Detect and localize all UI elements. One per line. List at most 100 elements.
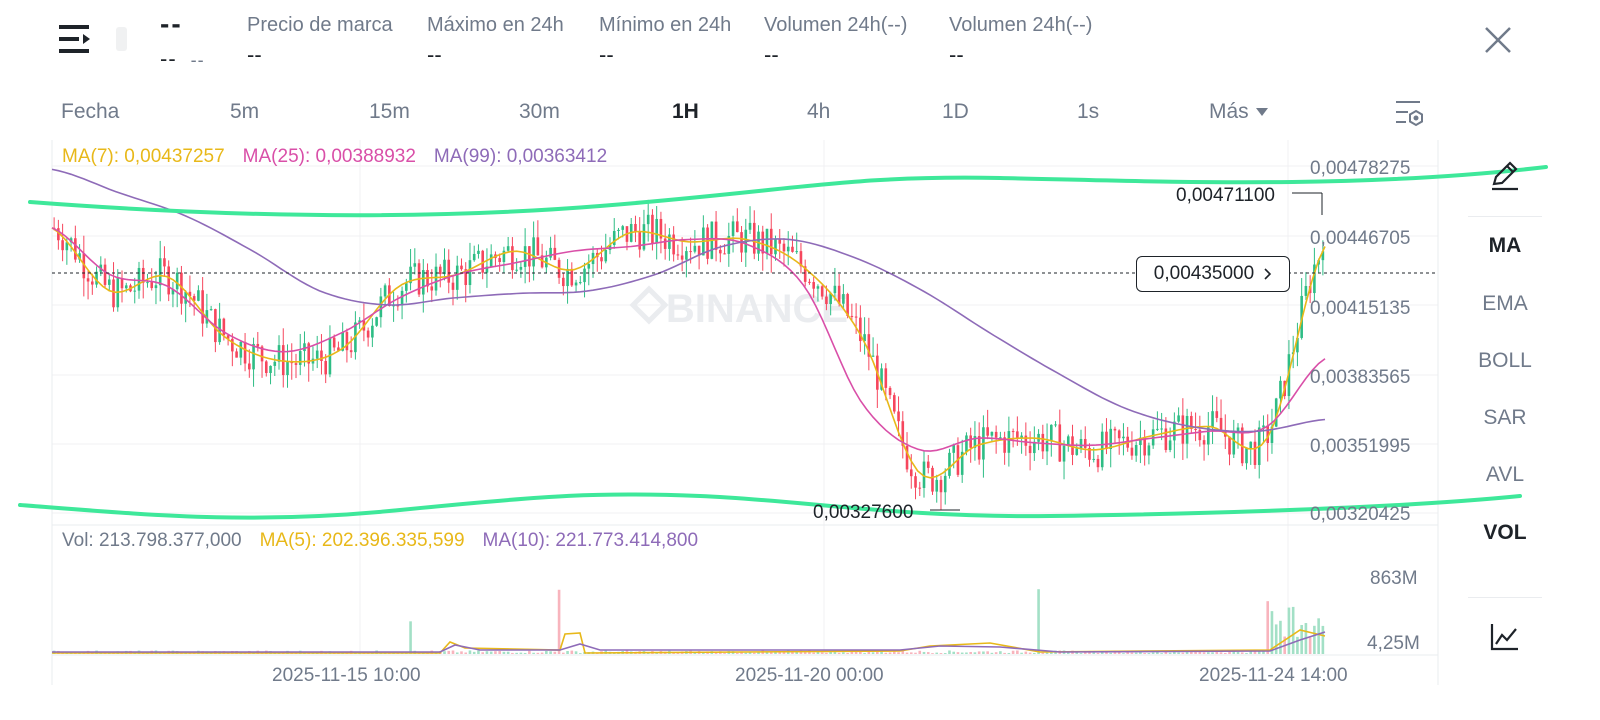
candle-body	[685, 251, 688, 260]
candle-body	[383, 285, 387, 297]
candle-body	[774, 239, 777, 255]
indicator-ma[interactable]: MA	[1488, 234, 1522, 257]
volume-bar	[570, 650, 574, 654]
candle-body	[1207, 427, 1210, 445]
volume-bar	[1321, 625, 1325, 654]
candle-body	[863, 334, 866, 342]
volume-bar	[1215, 651, 1219, 654]
candle-body	[1105, 431, 1108, 450]
candle-body	[1313, 264, 1316, 294]
price-axis-label: 0,00415135	[1310, 298, 1410, 319]
volume-bar	[931, 653, 934, 654]
close-icon	[1485, 27, 1511, 53]
indicator-boll[interactable]: BOLL	[1478, 349, 1532, 372]
tab-5m[interactable]: 5m	[230, 100, 260, 123]
tab-1s[interactable]: 1s	[1077, 100, 1100, 123]
candle-body	[315, 350, 319, 359]
volume-bar	[803, 651, 807, 654]
volume-bar	[477, 650, 480, 654]
indicator-sar[interactable]: SAR	[1483, 406, 1527, 429]
candle-body	[825, 296, 828, 305]
candle-body	[617, 229, 620, 232]
indicator-avl[interactable]: AVL	[1485, 463, 1525, 486]
candle-body	[133, 290, 137, 292]
candle-body	[82, 253, 86, 279]
candle-body	[1011, 431, 1015, 433]
candle-body	[124, 285, 128, 289]
divider	[1468, 216, 1542, 217]
candle-body	[782, 243, 786, 252]
volume-bar	[812, 652, 815, 654]
volume-bar	[982, 651, 985, 654]
volume-bar	[748, 652, 752, 654]
tab-fecha[interactable]: Fecha	[61, 100, 120, 123]
tab-4h[interactable]: 4h	[807, 100, 831, 123]
close-button[interactable]	[1482, 24, 1514, 56]
tab-more[interactable]: Más	[1209, 100, 1269, 124]
candle-body	[948, 452, 951, 476]
tab-15m[interactable]: 15m	[369, 100, 410, 123]
candle-body	[358, 320, 361, 323]
volume-bar	[850, 651, 854, 654]
indicator-settings-button[interactable]	[1488, 620, 1522, 654]
volume-bar	[778, 651, 782, 654]
candle-body	[1007, 431, 1011, 453]
indicator-vol[interactable]: VOL	[1483, 521, 1527, 544]
candle-body	[307, 343, 311, 364]
volume-bar	[506, 651, 510, 654]
volume-bar	[714, 652, 718, 654]
tab-1d[interactable]: 1D	[942, 100, 969, 123]
candle-body	[1003, 437, 1006, 453]
pair-name[interactable]: --	[160, 8, 183, 39]
candle-body	[1236, 427, 1240, 432]
candle-body	[994, 431, 998, 438]
candle-body	[447, 259, 451, 283]
candle-body	[943, 475, 947, 493]
candle-body	[120, 277, 124, 289]
volume-bar	[1232, 651, 1236, 654]
volume-bar	[574, 651, 578, 654]
candle-body	[400, 290, 404, 306]
candle-body	[1024, 435, 1028, 446]
candle-body	[320, 350, 323, 361]
candle-body	[498, 258, 501, 263]
volume-bar	[1245, 653, 1248, 654]
candle-body	[1045, 441, 1049, 452]
volume-bar	[489, 651, 493, 654]
watermark: BINANCE	[666, 287, 848, 331]
volume-bar	[519, 652, 523, 654]
favorite-chip[interactable]	[116, 27, 127, 51]
tab-30m[interactable]: 30m	[519, 100, 560, 123]
volume-bar	[481, 652, 484, 654]
volume-bar	[986, 651, 989, 654]
candle-body	[137, 267, 141, 291]
candle-body	[935, 479, 939, 492]
pair-sub-price: --	[160, 46, 177, 71]
date-axis-label: 2025-11-15 10:00	[272, 665, 421, 686]
volume-bar	[782, 651, 786, 654]
volume-bar	[1202, 652, 1206, 654]
candle-body	[799, 251, 803, 267]
candle-body	[489, 254, 493, 267]
candle-body	[464, 269, 468, 286]
candle-body	[324, 360, 327, 375]
indicator-ema[interactable]: EMA	[1482, 292, 1528, 315]
candle-body	[379, 296, 383, 318]
candle-body	[1304, 286, 1308, 296]
volume-bar	[769, 651, 773, 654]
candle-body	[349, 350, 353, 353]
volume-bar	[820, 652, 824, 654]
candle-body	[371, 325, 374, 338]
menu-collapse-button[interactable]	[58, 22, 94, 58]
candle-body	[1185, 415, 1189, 444]
pen-draw-icon	[1492, 161, 1518, 191]
tab-1h[interactable]: 1H	[672, 100, 699, 123]
chart-settings-button[interactable]	[1394, 99, 1426, 129]
volume-bar	[1173, 651, 1176, 654]
candle-body	[842, 294, 845, 304]
candle-body	[107, 279, 111, 285]
draw-tool-button[interactable]	[1488, 158, 1522, 192]
candle-body	[375, 317, 378, 326]
current-price-tag[interactable]: 0,00435000	[1136, 256, 1290, 292]
